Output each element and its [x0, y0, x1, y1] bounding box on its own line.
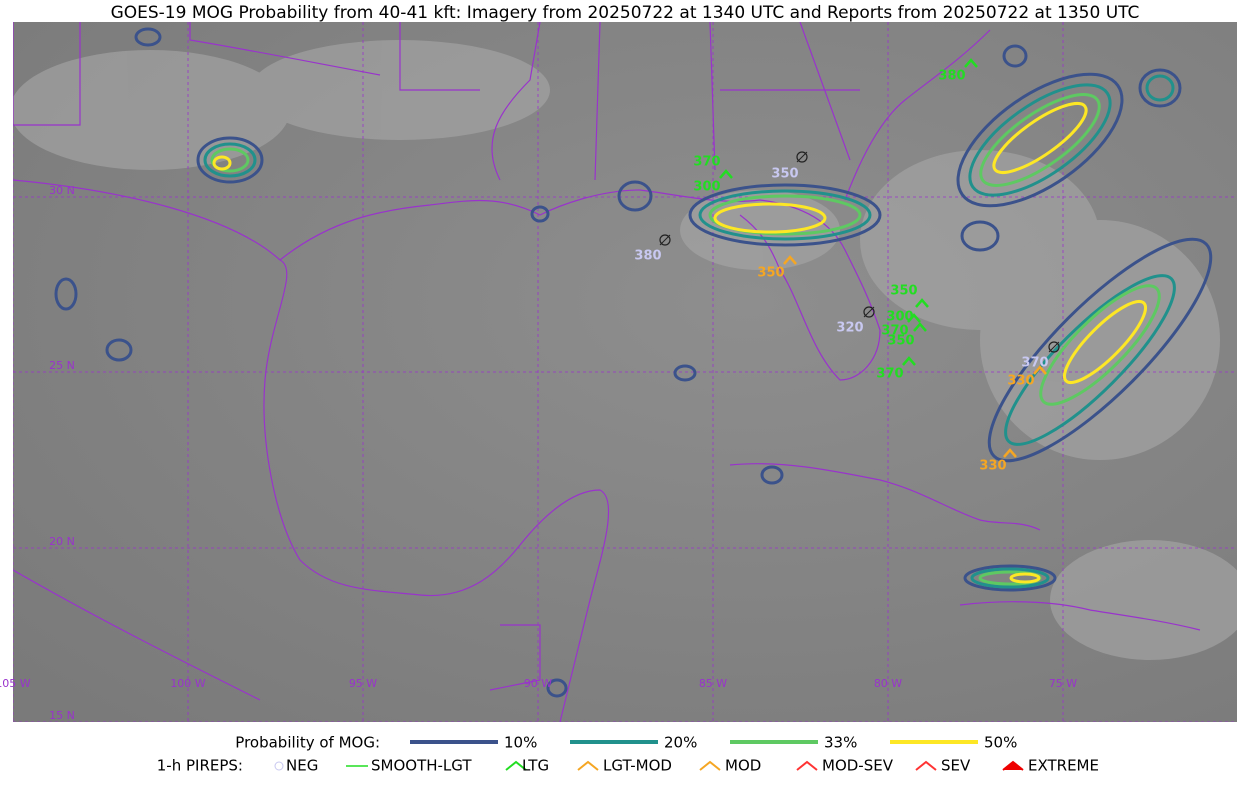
graticule — [13, 22, 1237, 722]
lon-label: 90 W — [524, 677, 552, 690]
legend-label: 50% — [984, 734, 1017, 752]
lon-label: 80 W — [874, 677, 902, 690]
legend-symbol — [505, 760, 527, 771]
pirep-altitude: 370 — [881, 324, 908, 339]
neg-symbol — [796, 151, 808, 163]
lon-label: 85 W — [699, 677, 727, 690]
pireps: 3803703003503803503503003703503703203703… — [634, 58, 1060, 474]
legend: Probability of MOG: 10% 20% 33% 50% 1-h PIREP… — [157, 734, 1099, 775]
legend-label: 10% — [504, 734, 537, 752]
pirep-altitude: 380 — [634, 249, 661, 264]
pirep-symbol — [964, 58, 978, 68]
neg-slash — [796, 151, 808, 163]
pirep-altitude: 350 — [887, 334, 914, 349]
legend-label: MOD-SEV — [822, 757, 894, 775]
pirep-altitude: 350 — [771, 167, 798, 182]
legend-label: MOD — [725, 757, 761, 775]
legend-symbol — [915, 760, 937, 771]
legend-symbol — [274, 761, 284, 771]
map: 3803703003503803503503003703503703203703… — [13, 22, 1237, 722]
legend-title: Probability of MOG: — [235, 734, 380, 752]
title: GOES-19 MOG Probability from 40-41 kft: … — [111, 3, 1140, 23]
neg-symbol — [1048, 341, 1060, 353]
lat-label: 15 N — [49, 709, 75, 722]
pirep-altitude: 320 — [836, 321, 863, 336]
pirep-symbol — [1033, 365, 1047, 375]
lat-label: 20 N — [49, 535, 75, 548]
pirep-symbol — [902, 356, 916, 366]
pirep-altitude: 370 — [1021, 356, 1048, 371]
pirep-altitude: 380 — [938, 69, 965, 84]
pirep-altitude: 330 — [1007, 374, 1034, 389]
legend-label: 33% — [824, 734, 857, 752]
pirep-altitude: 370 — [876, 367, 903, 382]
neg-symbol — [659, 234, 671, 246]
pirep-altitude: 350 — [890, 284, 917, 299]
legend-title: 1-h PIREPS: — [157, 757, 243, 775]
pirep-altitude: 350 — [757, 266, 784, 281]
lon-label: 75 W — [1049, 677, 1077, 690]
pirep-symbol — [907, 313, 921, 323]
pirep-altitude: 330 — [979, 459, 1006, 474]
mog-contours — [54, 27, 1213, 698]
legend-symbol — [577, 760, 599, 771]
pirep-symbol — [1003, 448, 1017, 458]
neg-slash — [659, 234, 671, 246]
legend-label: EXTREME — [1028, 757, 1099, 775]
legend-label: LGT-MOD — [603, 757, 672, 775]
legend-label: SEV — [941, 757, 971, 775]
pirep-symbol — [915, 298, 929, 308]
neg-slash — [1048, 341, 1060, 353]
legend-label: NEG — [286, 757, 318, 775]
pirep-altitude: 300 — [886, 310, 913, 325]
coastlines — [13, 22, 1201, 722]
legend-label: LTG — [522, 757, 549, 775]
lat-label: 30 N — [49, 184, 75, 197]
neg-slash — [863, 306, 875, 318]
pirep-symbol — [719, 169, 733, 179]
pirep-symbol — [913, 322, 927, 332]
pirep-altitude: 370 — [693, 155, 720, 170]
legend-label: SMOOTH-LGT — [371, 757, 472, 775]
pirep-symbol — [783, 255, 797, 265]
legend-symbol — [796, 760, 818, 771]
pirep-altitude: 300 — [693, 180, 720, 195]
lon-label: 95 W — [349, 677, 377, 690]
neg-symbol — [863, 306, 875, 318]
lat-label: 25 N — [49, 359, 75, 372]
legend-symbol — [1002, 760, 1024, 771]
lon-label: 105 W — [0, 677, 31, 690]
legend-label: 20% — [664, 734, 697, 752]
lon-label: 100 W — [170, 677, 205, 690]
legend-symbol — [699, 760, 721, 771]
